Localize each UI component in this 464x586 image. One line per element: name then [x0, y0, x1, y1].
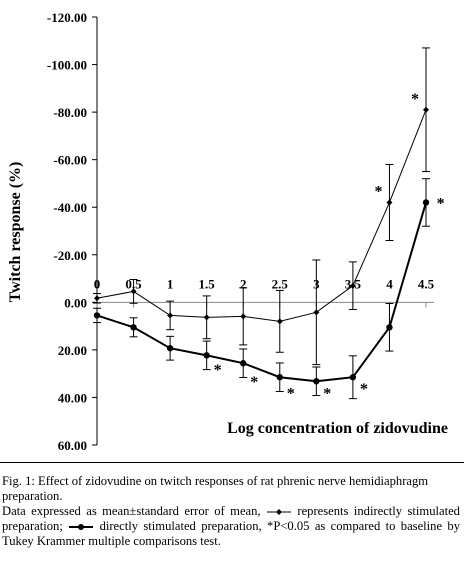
- annotation: *: [287, 386, 295, 403]
- annotation: *: [437, 195, 445, 212]
- y-tick-label: -60.00: [53, 153, 87, 168]
- annotation: *: [323, 386, 331, 403]
- point: [386, 199, 393, 206]
- point: [166, 345, 174, 352]
- caption-title: Fig. 1: Effect of zidovudine on twitch r…: [2, 474, 429, 503]
- y-tick-label: 20.00: [58, 343, 87, 358]
- y-tick-label: -80.00: [53, 105, 87, 120]
- point: [240, 313, 247, 320]
- point: [423, 106, 429, 113]
- annotation: *: [360, 381, 368, 398]
- x-tick-label: 4.5: [418, 276, 435, 291]
- point: [93, 312, 101, 319]
- x-axis-label: Log concentration of zidovudine: [227, 420, 448, 437]
- legend-symbol: [69, 524, 94, 531]
- point: [313, 378, 320, 385]
- caption-note-text: Data expressed as mean±standard error of…: [2, 504, 261, 518]
- point: [203, 314, 210, 321]
- point: [349, 374, 357, 381]
- y-axis-label: Twitch response (%): [7, 162, 24, 303]
- point: [167, 312, 174, 319]
- legend-symbol: [266, 509, 291, 516]
- x-tick-label: 1.5: [199, 276, 216, 291]
- point: [94, 295, 100, 302]
- point: [276, 374, 283, 381]
- caption-note-text: represents indirectly stimulated prepara…: [2, 504, 460, 533]
- point: [130, 324, 137, 331]
- point: [130, 288, 137, 295]
- series-line: [96, 202, 427, 383]
- caption-note: Data expressed as mean±standard error of…: [2, 504, 460, 549]
- annotation: *: [411, 91, 419, 108]
- y-tick-label: -40.00: [53, 200, 87, 215]
- point: [422, 199, 430, 206]
- annotation: *: [214, 362, 222, 379]
- y-tick-label: 60.00: [58, 438, 87, 453]
- x-tick-label: 2: [240, 276, 247, 291]
- caption-note-text: directly stimulated preparation, *P<0.05…: [2, 519, 461, 548]
- annotation: *: [374, 184, 382, 201]
- x-tick-label: 1: [167, 276, 174, 291]
- point: [276, 318, 283, 325]
- y-tick-label: -20.00: [53, 248, 87, 263]
- chart: Twitch response (%) Log concentration of…: [7, 10, 448, 453]
- point: [240, 360, 247, 367]
- point: [386, 324, 393, 331]
- y-tick-label: -100.00: [47, 58, 87, 73]
- rule: [0, 462, 464, 463]
- x-tick-label: 4: [386, 276, 393, 291]
- y-tick-label: 0.00: [64, 295, 87, 310]
- x-tick-label: 0: [94, 276, 101, 291]
- x-tick-label: 2.5: [272, 276, 289, 291]
- series-line: [96, 109, 427, 322]
- y-tick-label: 40.00: [58, 390, 87, 405]
- y-tick-label: -120.00: [47, 10, 87, 25]
- point: [313, 309, 320, 316]
- annotation: *: [250, 374, 258, 391]
- point: [203, 352, 210, 359]
- point: [349, 282, 356, 289]
- caption: Fig. 1: Effect of zidovudine on twitch r…: [2, 474, 460, 549]
